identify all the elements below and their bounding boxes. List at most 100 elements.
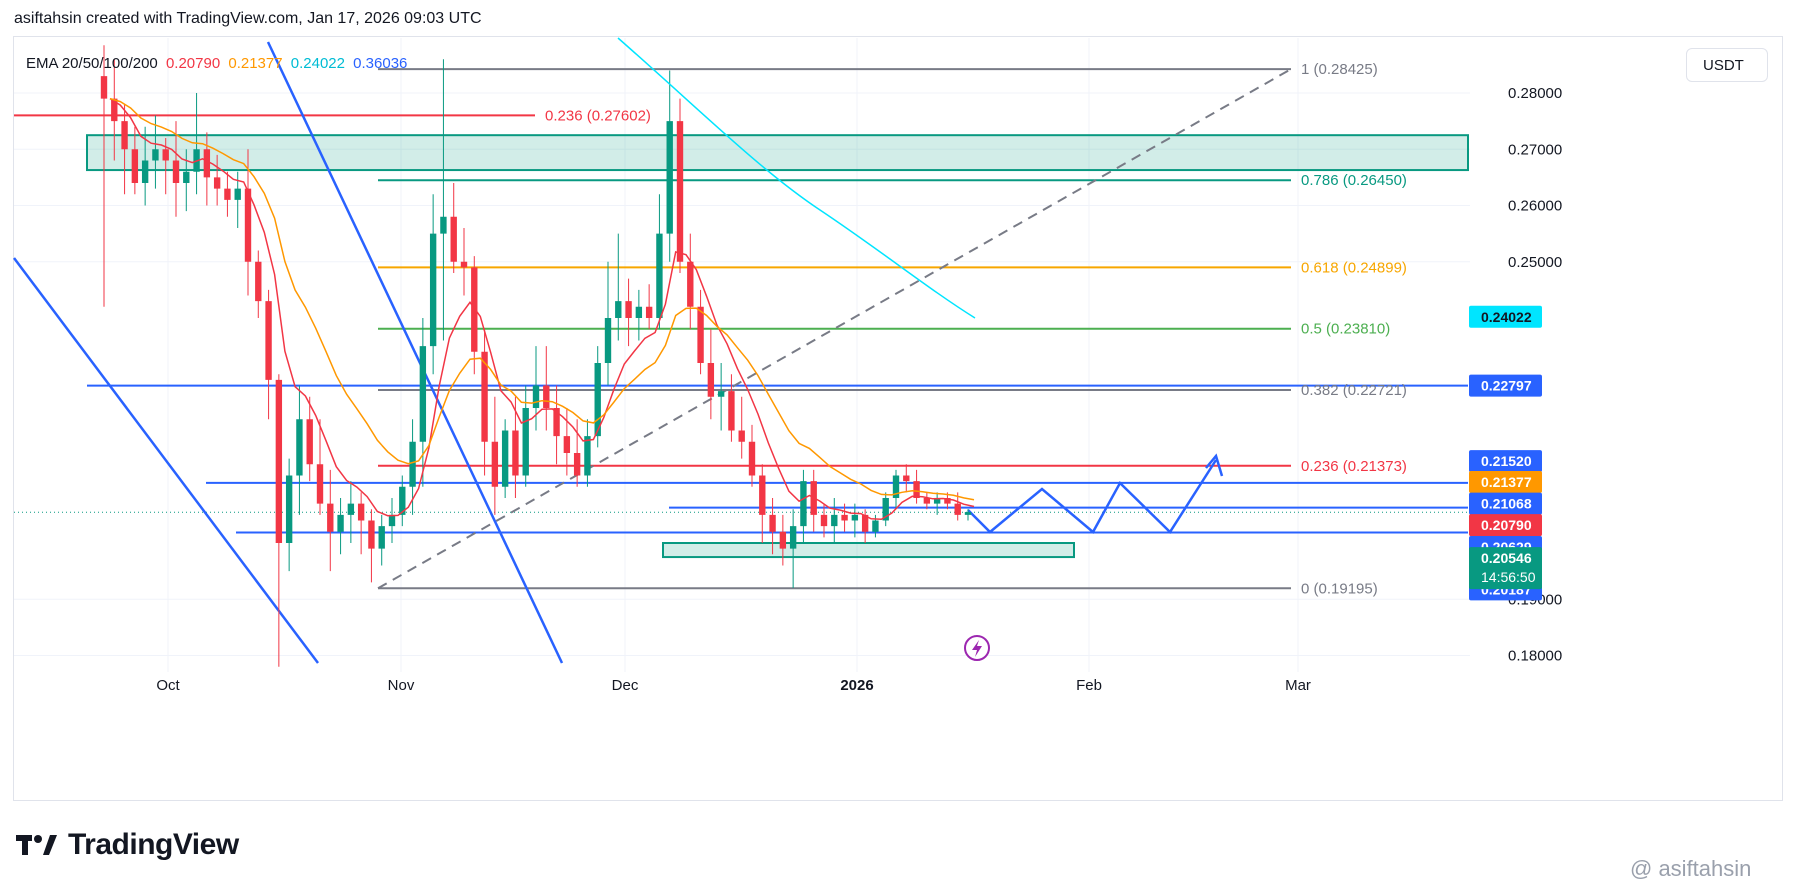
candle [337, 498, 344, 555]
resistance-zone [86, 134, 1469, 172]
candle [615, 233, 622, 341]
candle [224, 171, 231, 217]
fib-level-label: 0.236 (0.21373) [1301, 458, 1407, 475]
candle [399, 475, 406, 527]
candle-body [759, 475, 766, 515]
candle-body [964, 512, 972, 515]
price-label-bg [1469, 492, 1542, 515]
price-label: 0.22797 [1481, 378, 1532, 394]
candle-body [481, 351, 488, 442]
support-zone [662, 542, 1075, 559]
candle-body [543, 385, 550, 408]
ema-100-line [617, 37, 976, 319]
level-lines: 1 (0.28425) 0.786 (0.26450) 0.618 (0.24899… [14, 61, 1468, 597]
candle-body [687, 261, 694, 307]
candle-body [121, 121, 128, 150]
candle-body [769, 514, 776, 532]
candle-body [728, 391, 735, 431]
candle-body [553, 408, 560, 437]
candle [820, 503, 828, 538]
chart-attribution: asiftahsin created with TradingView.com,… [14, 10, 482, 27]
candle-body [872, 520, 879, 532]
legend-value-ema20: 0.20790 [165, 55, 221, 72]
candle [800, 469, 807, 543]
candle [625, 278, 632, 347]
zones [86, 134, 1469, 559]
candle [841, 503, 848, 532]
candle-body [717, 391, 725, 397]
price-label-bg [1469, 450, 1542, 473]
candle [388, 498, 396, 543]
candle-body [491, 441, 499, 487]
candle [594, 346, 601, 448]
candle-body [625, 301, 632, 318]
y-tick-label: 0.27000 [1508, 141, 1562, 158]
candle-body [676, 121, 684, 262]
candle-body [573, 453, 581, 476]
candle [306, 396, 313, 482]
candle [892, 469, 900, 510]
candle-body [604, 318, 612, 363]
candle [728, 374, 735, 442]
candle [923, 492, 931, 510]
candle-body [378, 526, 385, 549]
annotations [964, 635, 990, 661]
candle [831, 498, 838, 543]
candle [244, 149, 252, 296]
candle-body [861, 514, 869, 532]
candle-body [882, 498, 889, 521]
candle-body [203, 149, 211, 178]
candle [563, 408, 571, 476]
candle-body [440, 216, 447, 234]
brand-name: TradingView [68, 828, 239, 861]
ema-50-line [109, 97, 975, 501]
candle-body [820, 514, 828, 527]
price-label: 0.21377 [1481, 474, 1532, 490]
candle-body [234, 188, 241, 200]
candle-body [337, 514, 344, 532]
candle [738, 396, 745, 459]
candle-body [255, 261, 262, 302]
candles [100, 45, 972, 667]
candle [861, 509, 869, 543]
candle-body [779, 531, 787, 549]
candle [687, 233, 694, 330]
candle [296, 385, 303, 515]
candle [717, 363, 725, 431]
candle [964, 509, 972, 521]
candle-body [141, 160, 149, 183]
candle-body [656, 233, 663, 318]
candle-body [707, 363, 715, 397]
candle [522, 385, 529, 487]
candle [851, 503, 859, 538]
candle [121, 104, 128, 195]
candle-body [851, 514, 859, 521]
projection-path [967, 459, 1218, 534]
author-watermark: @ asiftahsin [1630, 856, 1752, 881]
price-label: 0.24022 [1481, 309, 1532, 325]
candle-body [584, 436, 591, 476]
candle [368, 509, 375, 583]
candle [635, 289, 643, 341]
candle-body [419, 346, 427, 442]
candle-body [399, 486, 406, 515]
candle-body [501, 430, 509, 487]
candle [316, 419, 324, 515]
candle [347, 481, 355, 543]
candle-body [831, 514, 838, 527]
candle-body [923, 498, 931, 504]
candle [532, 346, 540, 431]
candle [285, 458, 293, 572]
indicator-legend[interactable]: EMA 20/50/100/200 0.20790 0.21377 0.2402… [26, 55, 411, 72]
currency-selector[interactable]: USDT [1686, 48, 1768, 82]
candle-body [522, 408, 529, 476]
candle-body [841, 514, 848, 521]
downtrend-line-upper [266, 41, 564, 664]
candle [111, 59, 118, 161]
candle-body [892, 475, 900, 498]
candle [440, 59, 447, 341]
price-label-bg [1469, 305, 1542, 328]
candle-body [131, 149, 139, 183]
time-axis: Oct Nov Dec 2026 Feb Mar [156, 677, 1311, 694]
